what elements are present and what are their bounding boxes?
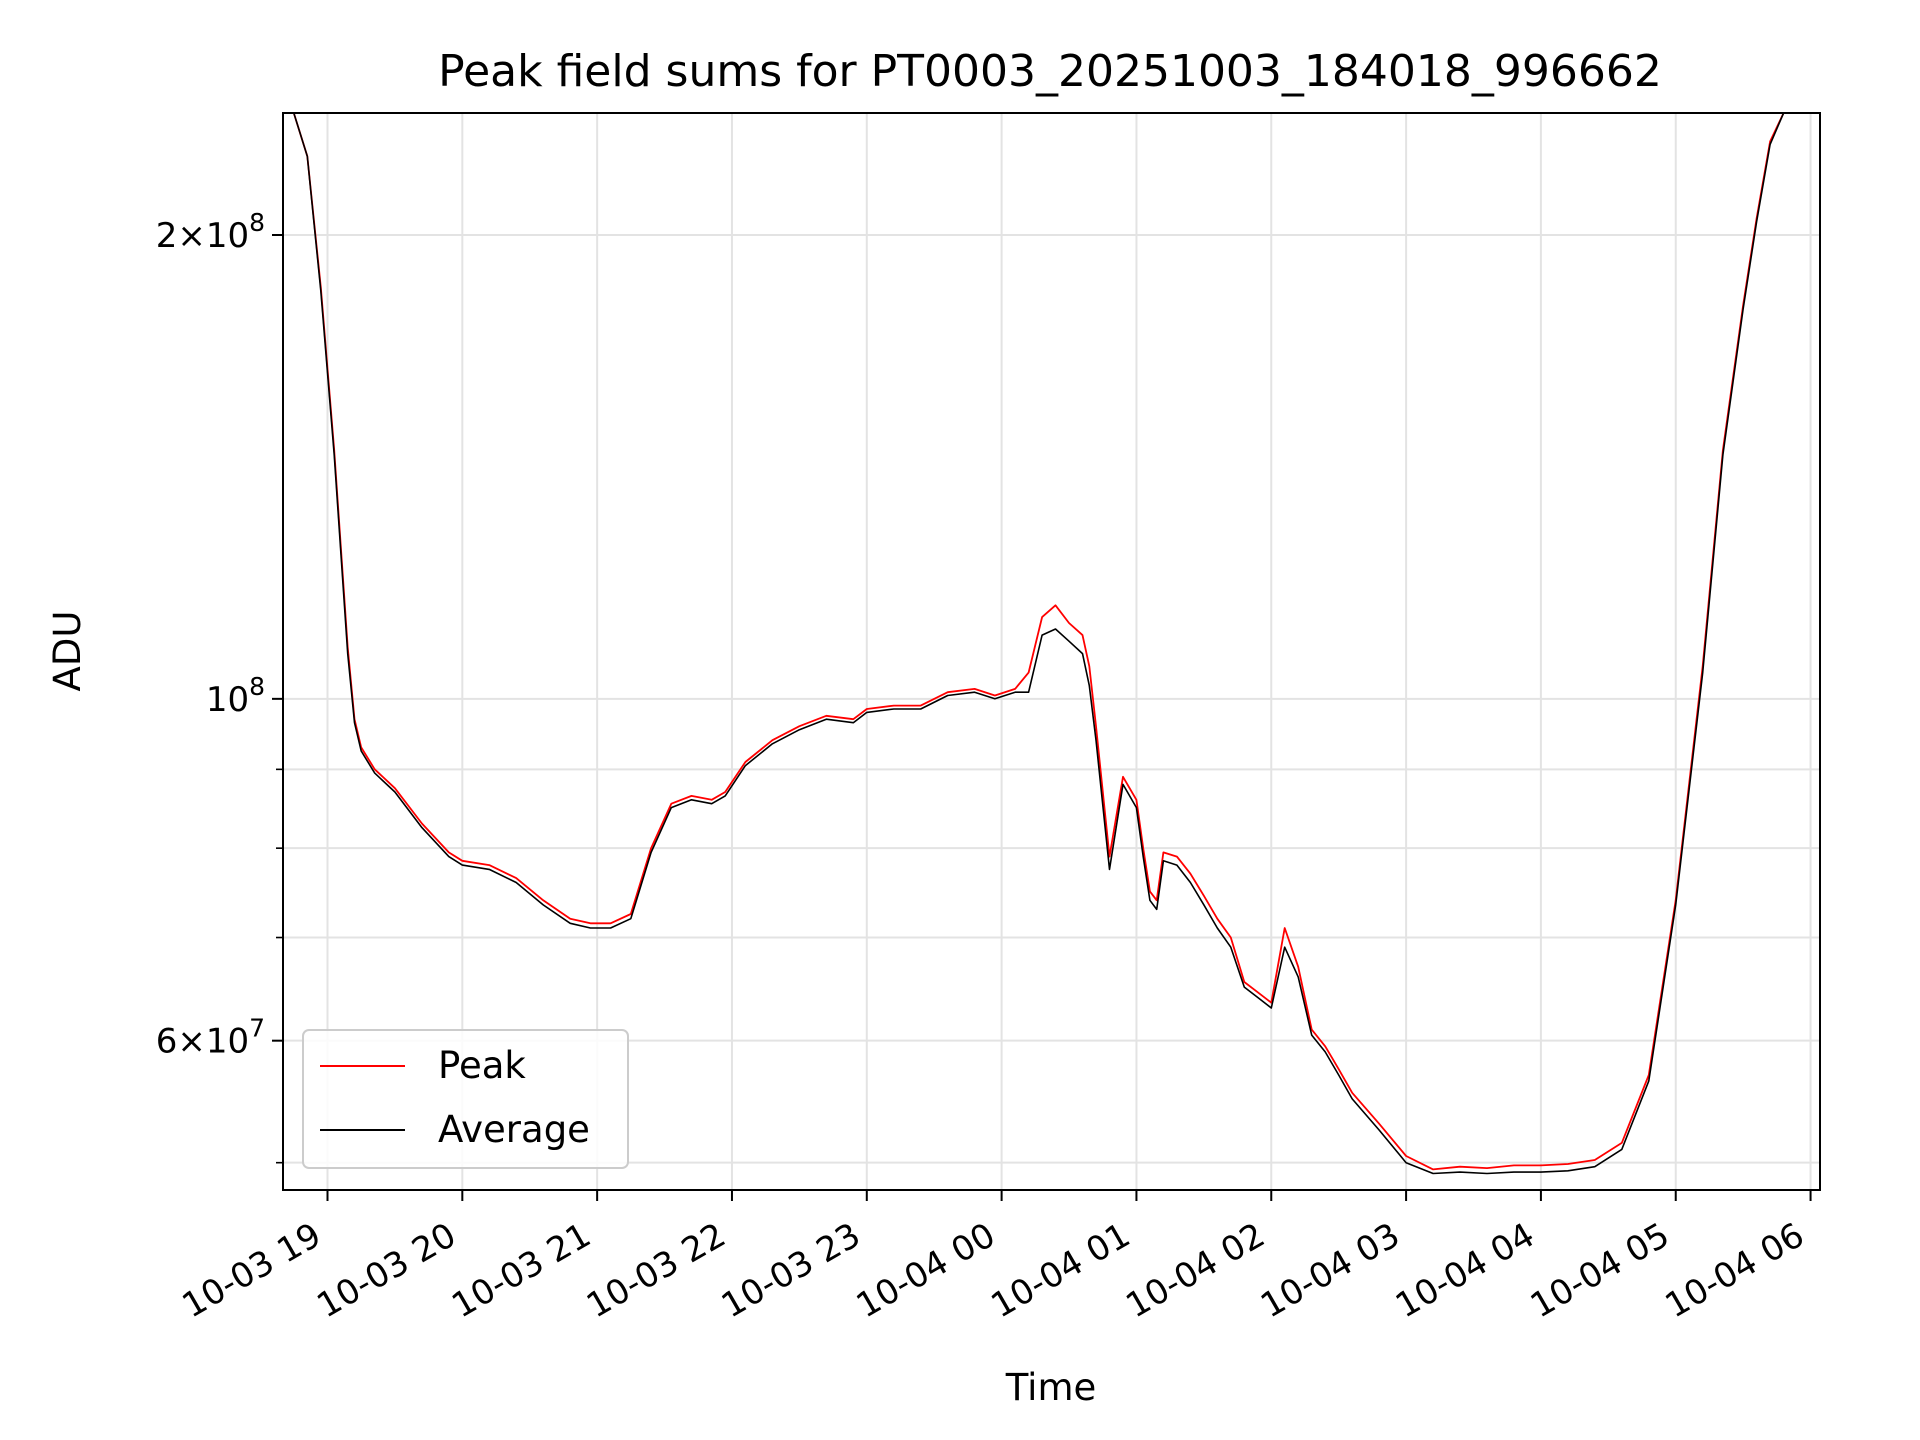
x-tick-label: 10-04 04 bbox=[1389, 1215, 1541, 1326]
y-axis: 6×107 108 2×108 bbox=[156, 208, 283, 1164]
y-tick-label: 2×108 bbox=[156, 208, 265, 256]
series-line-peak bbox=[283, 113, 1820, 1171]
legend: Peak Average bbox=[302, 1029, 629, 1169]
x-tick-label: 10-03 20 bbox=[310, 1215, 462, 1326]
x-tick-label: 10-04 05 bbox=[1524, 1215, 1676, 1326]
legend-label-peak: Peak bbox=[438, 1044, 526, 1087]
chart-title: Peak field sums for PT0003_20251003_1840… bbox=[438, 46, 1662, 97]
legend-label-average: Average bbox=[438, 1108, 590, 1151]
x-tick-label: 10-04 03 bbox=[1254, 1215, 1406, 1326]
plot-frame bbox=[282, 112, 1821, 1191]
x-tick-label: 10-04 06 bbox=[1659, 1215, 1811, 1326]
x-tick-label: 10-03 22 bbox=[580, 1215, 732, 1326]
x-tick-label: 10-04 02 bbox=[1119, 1215, 1271, 1326]
series-lines bbox=[283, 113, 1820, 1175]
x-tick-label: 10-03 21 bbox=[445, 1215, 597, 1326]
y-tick-label: 108 bbox=[206, 672, 265, 720]
y-axis-label: ADU bbox=[46, 611, 89, 692]
legend-box bbox=[302, 1029, 629, 1169]
series-line-average bbox=[283, 113, 1820, 1175]
x-axis-label: Time bbox=[1005, 1366, 1097, 1409]
x-tick-label: 10-03 23 bbox=[715, 1215, 867, 1326]
y-tick-label: 6×107 bbox=[156, 1014, 265, 1062]
x-tick-label: 10-04 00 bbox=[850, 1215, 1002, 1326]
x-tick-label: 10-03 19 bbox=[176, 1215, 328, 1326]
x-tick-label: 10-04 01 bbox=[985, 1215, 1137, 1326]
grid bbox=[283, 113, 1820, 1190]
